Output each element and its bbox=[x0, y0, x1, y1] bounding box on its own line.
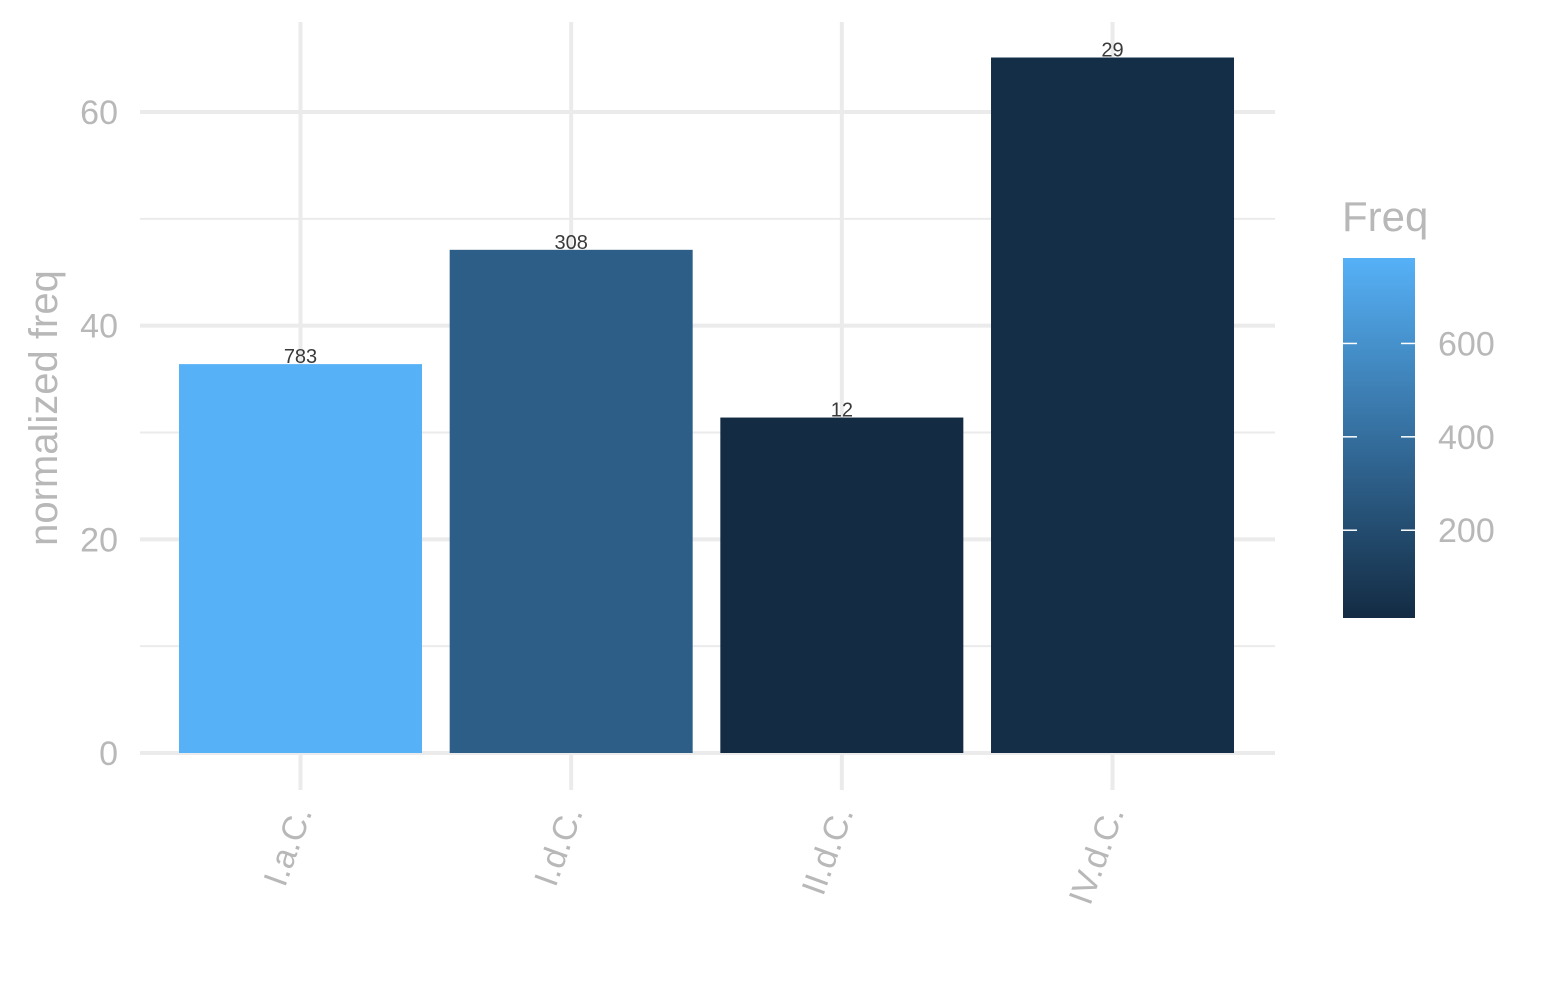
bar bbox=[991, 57, 1235, 753]
bar bbox=[449, 249, 693, 753]
y-axis-ticks: 0 20 40 60 bbox=[80, 94, 118, 773]
legend: Freq 200 400 600 bbox=[1342, 193, 1495, 618]
x-tick-label: I.d.C. bbox=[527, 802, 590, 891]
legend-tick-label: 600 bbox=[1438, 325, 1495, 363]
bar bbox=[720, 417, 964, 753]
y-tick-label: 0 bbox=[99, 735, 118, 773]
legend-tick-label: 400 bbox=[1438, 419, 1495, 457]
bar-value-label: 783 bbox=[284, 346, 317, 368]
x-axis-ticks: I.a.C. I.d.C. II.d.C. IV.d.C. bbox=[257, 802, 1133, 910]
bar-value-label: 308 bbox=[554, 232, 587, 254]
legend-title: Freq bbox=[1342, 193, 1428, 240]
bar bbox=[179, 364, 422, 753]
x-tick-label: II.d.C. bbox=[795, 802, 862, 900]
y-tick-label: 40 bbox=[80, 308, 118, 346]
legend-tick-label: 200 bbox=[1438, 512, 1495, 550]
x-tick-label: I.a.C. bbox=[257, 802, 320, 891]
bar-value-label: 29 bbox=[1101, 40, 1123, 62]
legend-colorbar bbox=[1343, 258, 1415, 618]
legend-ticks: 200 400 600 bbox=[1343, 325, 1495, 550]
bars bbox=[179, 57, 1235, 753]
y-axis-label: normalized freq bbox=[22, 270, 66, 546]
y-tick-label: 20 bbox=[80, 521, 118, 559]
bar-value-label: 12 bbox=[831, 400, 853, 422]
y-tick-label: 60 bbox=[80, 94, 118, 132]
bar-labels: 783 308 12 29 bbox=[284, 40, 1124, 422]
x-tick-label: IV.d.C. bbox=[1062, 802, 1132, 910]
